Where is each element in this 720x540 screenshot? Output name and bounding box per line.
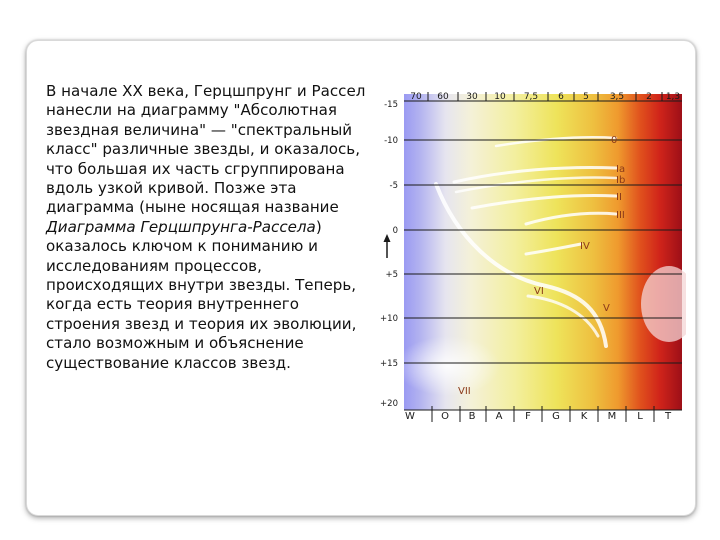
magnitude-label-plus-15: +15 [380,359,398,369]
band-ia [452,166,618,184]
magnitude-label-0: 0 [393,226,398,236]
luminosity-bands [434,136,618,348]
temperature-label-7-5: 7,5 [524,92,538,102]
magnitude-label-minus-15: -15 [384,100,398,110]
luminosity-class-iv: IV [580,241,590,252]
text-before-italic: В начале XX века, Герцшпрунг и Рассел на… [46,82,366,217]
magnitude-label-plus-10: +10 [380,314,398,324]
luminosity-class-vii: VII [458,386,471,397]
luminosity-class-ia: Ia [616,164,625,175]
luminosity-class-ib: Ib [616,175,625,186]
spectral-class-b: B [469,411,476,422]
spectral-class-l: L [637,411,643,422]
temperature-label-60: 60 [437,92,449,102]
spectral-class-a: A [496,411,503,422]
temperature-label-6: 6 [558,92,564,102]
spectral-class-w: W [405,411,415,422]
temperature-label-5: 5 [583,92,589,102]
band-main-sequence [434,182,608,348]
hr-diagram: 70 60 30 10 7,5 6 5 3,5 2 1,3 -15 -10 -5… [380,92,686,422]
band-ii [470,194,618,210]
spectral-class-axis: W O B A F G K M L T [404,406,682,422]
temperature-label-2: 2 [646,92,652,102]
spectral-class-g: G [552,411,560,422]
luminosity-class-labels: 0 Ia Ib II III IV VI V VII [458,135,625,397]
luminosity-class-ii: II [616,192,622,203]
white-dwarf-glow [396,336,500,396]
slide-body-text: В начале XX века, Герцшпрунг и Рассел на… [46,82,376,373]
magnitude-label-minus-10: -10 [384,136,398,146]
red-dwarf-glow [641,266,686,342]
top-axis: 70 60 30 10 7,5 6 5 3,5 2 1,3 [404,92,682,102]
magnitude-label-plus-5: +5 [385,270,398,280]
temperature-label-1-3: 1,3 [666,92,680,102]
spectral-class-t: T [664,411,672,422]
magnitude-label-plus-20: +20 [380,399,398,409]
band-0 [494,136,618,148]
spectral-class-f: F [525,411,531,422]
luminosity-class-v: V [603,303,610,314]
temperature-label-10: 10 [494,92,506,102]
spectral-class-k: K [581,411,588,422]
magnitude-axis: -15 -10 -5 0 +5 +10 +15 +20 [380,100,398,409]
band-vi [526,294,600,338]
band-ib [454,176,618,194]
band-iii [524,211,618,226]
text-diagram-name: Диаграмма Герцшпрунга-Рассела [46,217,316,236]
magnitude-label-minus-5: -5 [390,181,398,191]
temperature-label-30: 30 [466,92,478,102]
spectral-class-o: O [441,411,449,422]
temperature-label-3-5: 3,5 [610,92,624,102]
temperature-label-70: 70 [410,92,422,102]
text-after-italic: ) оказалось ключом к пониманию и исследо… [46,217,357,372]
luminosity-class-vi: VI [534,286,544,297]
luminosity-class-iii: III [616,210,625,221]
spectral-class-m: M [608,411,617,422]
up-arrow-icon [383,234,391,258]
band-iv [524,242,583,256]
luminosity-class-0: 0 [611,135,617,146]
magnitude-gridlines [404,139,682,364]
